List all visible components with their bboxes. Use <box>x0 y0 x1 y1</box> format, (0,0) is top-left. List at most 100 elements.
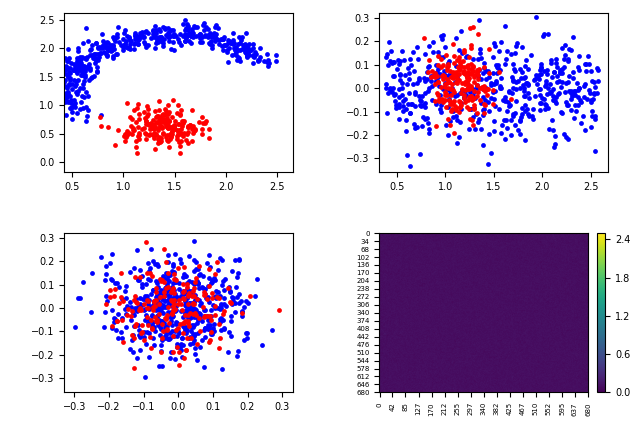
Point <box>200 285 211 292</box>
Point <box>60 82 70 89</box>
Point <box>445 122 455 129</box>
Point <box>176 41 186 48</box>
Point <box>163 34 173 41</box>
Point <box>214 295 224 302</box>
Point <box>546 57 556 64</box>
Point <box>161 283 172 290</box>
Point <box>474 17 484 24</box>
Point <box>509 122 520 129</box>
Point <box>157 301 168 308</box>
Point <box>404 75 414 82</box>
Point <box>131 298 141 305</box>
Point <box>175 295 185 302</box>
Point <box>222 46 232 53</box>
Point <box>140 129 150 136</box>
Point <box>131 295 141 302</box>
Point <box>168 97 178 104</box>
Point <box>65 59 76 66</box>
Point <box>118 133 129 140</box>
Point <box>248 45 258 52</box>
Point <box>452 91 463 98</box>
Point <box>163 124 173 131</box>
Point <box>454 70 464 77</box>
Point <box>230 308 240 315</box>
Point <box>173 128 184 135</box>
Point <box>154 106 164 113</box>
Point <box>89 72 99 79</box>
Point <box>125 37 135 44</box>
Point <box>153 112 163 119</box>
Point <box>147 272 157 279</box>
Point <box>168 280 178 287</box>
Point <box>139 39 149 46</box>
Point <box>170 308 180 315</box>
Point <box>134 333 145 340</box>
Point <box>536 60 546 67</box>
Point <box>152 296 162 303</box>
Point <box>467 86 477 93</box>
Point <box>404 163 415 170</box>
Point <box>590 116 600 123</box>
Point <box>385 85 395 92</box>
Point <box>132 276 143 283</box>
Point <box>141 120 152 127</box>
Point <box>106 250 116 257</box>
Point <box>458 70 468 77</box>
Point <box>242 334 252 341</box>
Point <box>440 89 450 95</box>
Point <box>135 294 145 301</box>
Point <box>144 330 154 337</box>
Point <box>564 88 574 95</box>
Point <box>200 290 210 297</box>
Point <box>166 27 176 34</box>
Point <box>65 80 75 87</box>
Point <box>185 334 195 341</box>
Point <box>154 317 164 324</box>
Point <box>157 290 167 296</box>
Point <box>164 272 175 279</box>
Point <box>466 106 476 112</box>
Point <box>52 100 62 107</box>
Point <box>150 22 161 29</box>
Point <box>61 91 71 98</box>
Point <box>195 310 205 317</box>
Point <box>157 273 168 280</box>
Point <box>111 279 122 286</box>
Point <box>189 256 199 263</box>
Point <box>143 319 154 326</box>
Point <box>566 95 577 102</box>
Point <box>156 341 166 348</box>
Point <box>187 288 197 295</box>
Point <box>535 107 545 114</box>
Point <box>463 65 474 72</box>
Point <box>215 318 225 325</box>
Point <box>212 304 223 311</box>
Point <box>479 60 489 67</box>
Point <box>174 329 184 336</box>
Point <box>244 51 255 58</box>
Point <box>155 294 165 301</box>
Point <box>65 68 75 75</box>
Point <box>148 303 159 310</box>
Point <box>479 83 489 90</box>
Point <box>183 23 193 30</box>
Point <box>130 306 140 313</box>
Point <box>389 59 399 66</box>
Point <box>493 65 503 72</box>
Point <box>182 279 192 286</box>
Point <box>480 88 490 95</box>
Point <box>183 306 193 313</box>
Point <box>230 49 241 56</box>
Point <box>440 44 450 51</box>
Point <box>215 255 225 262</box>
Point <box>586 68 596 75</box>
Point <box>466 92 476 99</box>
Point <box>511 85 522 92</box>
Point <box>464 54 474 61</box>
Point <box>429 69 440 76</box>
Point <box>465 65 476 72</box>
Point <box>449 86 459 93</box>
Point <box>143 305 154 312</box>
Point <box>459 68 469 75</box>
Point <box>159 118 169 125</box>
